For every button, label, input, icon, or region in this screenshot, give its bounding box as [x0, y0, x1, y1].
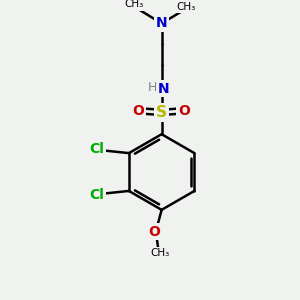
Text: S: S	[156, 105, 167, 120]
Text: CH₃: CH₃	[176, 2, 195, 12]
Text: CH₃: CH₃	[151, 248, 170, 259]
Text: Cl: Cl	[89, 188, 104, 202]
Text: H: H	[148, 82, 157, 94]
Text: N: N	[156, 16, 167, 30]
Text: N: N	[157, 82, 169, 96]
Text: O: O	[148, 225, 160, 239]
Text: CH₃: CH₃	[124, 0, 144, 9]
Text: O: O	[132, 104, 144, 118]
Text: O: O	[178, 104, 190, 118]
Text: Cl: Cl	[89, 142, 104, 156]
